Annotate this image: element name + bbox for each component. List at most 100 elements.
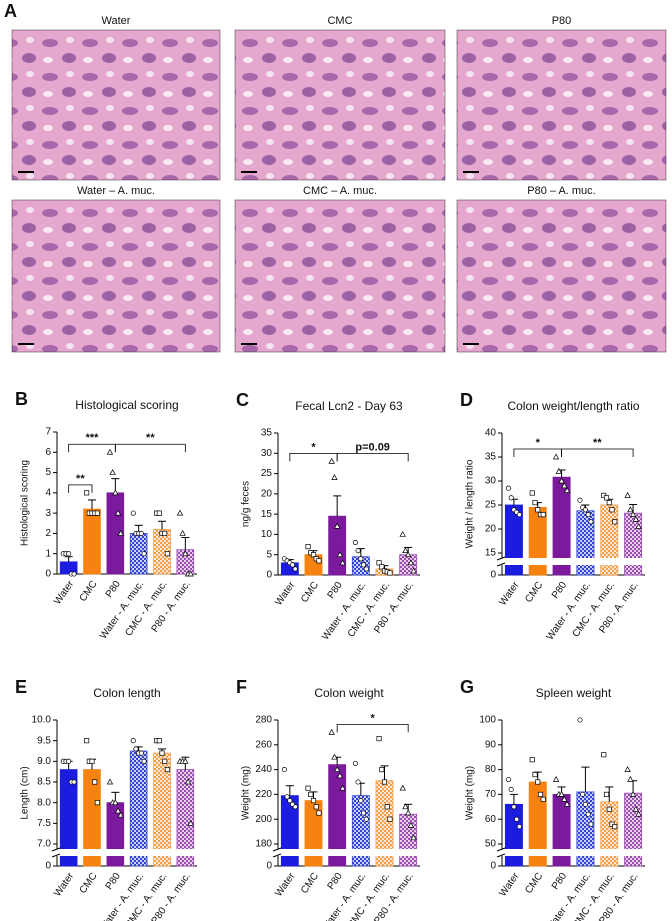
y-tick-label: 80 <box>485 764 497 775</box>
x-tick-label: CMC <box>78 871 100 896</box>
data-point <box>629 790 637 797</box>
data-point <box>133 746 139 752</box>
data-point <box>629 511 637 517</box>
x-tick-label: Water <box>52 578 76 606</box>
y-tick-label: 1 <box>45 548 51 559</box>
x-tick-label: CMC <box>523 580 545 605</box>
data-point <box>333 522 341 529</box>
data-point <box>381 779 388 785</box>
image-title: Water <box>102 15 131 27</box>
data-point <box>540 796 546 802</box>
data-point <box>66 758 72 764</box>
data-point <box>624 766 631 772</box>
data-point <box>410 567 417 574</box>
panel-label: E <box>15 677 27 697</box>
break-mark <box>51 853 61 858</box>
y-tick-label: 35 <box>485 452 497 463</box>
data-point <box>182 550 189 557</box>
data-point <box>627 775 634 782</box>
y-tick-label: 180 <box>255 839 272 850</box>
data-point <box>404 551 412 558</box>
data-point <box>532 772 538 778</box>
data-point <box>555 467 563 474</box>
data-point <box>164 767 170 773</box>
data-point <box>552 775 560 782</box>
significance-bracket <box>114 443 186 453</box>
break-mark <box>272 853 282 858</box>
data-point <box>176 509 184 516</box>
data-point <box>606 806 612 812</box>
data-point <box>352 760 358 766</box>
data-point <box>355 779 361 785</box>
data-point <box>84 490 90 496</box>
data-point <box>535 507 541 513</box>
y-tick-label: 8.0 <box>37 797 51 808</box>
y-tick-label: 20 <box>261 488 273 499</box>
x-tick-label: P80 <box>550 871 569 892</box>
data-point <box>516 512 522 518</box>
data-point <box>339 784 346 791</box>
data-point <box>508 495 514 501</box>
data-point <box>558 477 565 484</box>
data-point <box>358 798 364 804</box>
data-point <box>292 804 298 810</box>
y-tick-label: 9.5 <box>37 735 51 746</box>
data-point <box>407 559 415 566</box>
histology-image <box>456 29 667 181</box>
y-tick-label: 25 <box>261 468 273 479</box>
data-point <box>308 791 314 797</box>
significance-bracket <box>336 724 409 733</box>
y-tick-label: 4 <box>45 487 51 498</box>
data-point <box>94 510 100 516</box>
bar <box>83 508 101 575</box>
y-tick-label: 15 <box>261 509 273 520</box>
data-point <box>66 551 72 557</box>
data-point <box>112 489 119 496</box>
y-tick-label: 7.5 <box>37 818 51 829</box>
significance-label: p=0.09 <box>355 441 390 453</box>
y-axis-label: Weight / length ratio <box>465 459 476 548</box>
y-tick-label: 30 <box>485 476 497 487</box>
y-tick-label: 0 <box>266 861 272 872</box>
chart-title: Colon weight/length ratio <box>507 399 639 413</box>
data-point <box>588 519 594 525</box>
data-point <box>505 776 511 783</box>
data-point <box>141 551 147 557</box>
panel-label: F <box>236 677 247 697</box>
bar <box>106 802 125 867</box>
x-tick-label: Water <box>497 870 521 898</box>
significance-label: ** <box>593 437 602 449</box>
data-point <box>376 736 382 742</box>
data-point <box>184 778 192 785</box>
y-tick-label: 280 <box>255 715 272 726</box>
data-point <box>187 570 194 577</box>
y-tick-label: 10.0 <box>32 715 52 726</box>
y-tick-label: 90 <box>485 739 497 750</box>
y-tick-label: 0 <box>45 569 51 580</box>
significance-bracket <box>513 448 562 457</box>
data-point <box>352 539 358 546</box>
data-point <box>138 750 144 756</box>
data-point <box>508 786 514 792</box>
data-point <box>402 547 409 554</box>
data-point <box>609 507 615 513</box>
data-point <box>112 799 119 806</box>
data-point <box>156 510 162 516</box>
data-point <box>316 810 322 816</box>
data-point <box>310 798 317 804</box>
y-axis-label: Weight (mg) <box>465 766 476 820</box>
y-tick-label: 0 <box>45 861 51 872</box>
y-tick-label: 220 <box>255 789 272 800</box>
data-point <box>399 530 406 537</box>
data-point <box>287 798 293 804</box>
y-tick-label: 60 <box>485 814 497 825</box>
y-tick-label: 20 <box>485 524 497 535</box>
y-tick-label: 240 <box>255 764 272 775</box>
data-point <box>114 807 122 814</box>
y-tick-label: 9.0 <box>37 756 51 767</box>
data-point <box>92 779 98 785</box>
y-tick-label: 5 <box>45 467 51 478</box>
data-point <box>612 519 618 525</box>
histology-image <box>11 199 221 353</box>
y-tick-label: 0 <box>490 570 496 581</box>
